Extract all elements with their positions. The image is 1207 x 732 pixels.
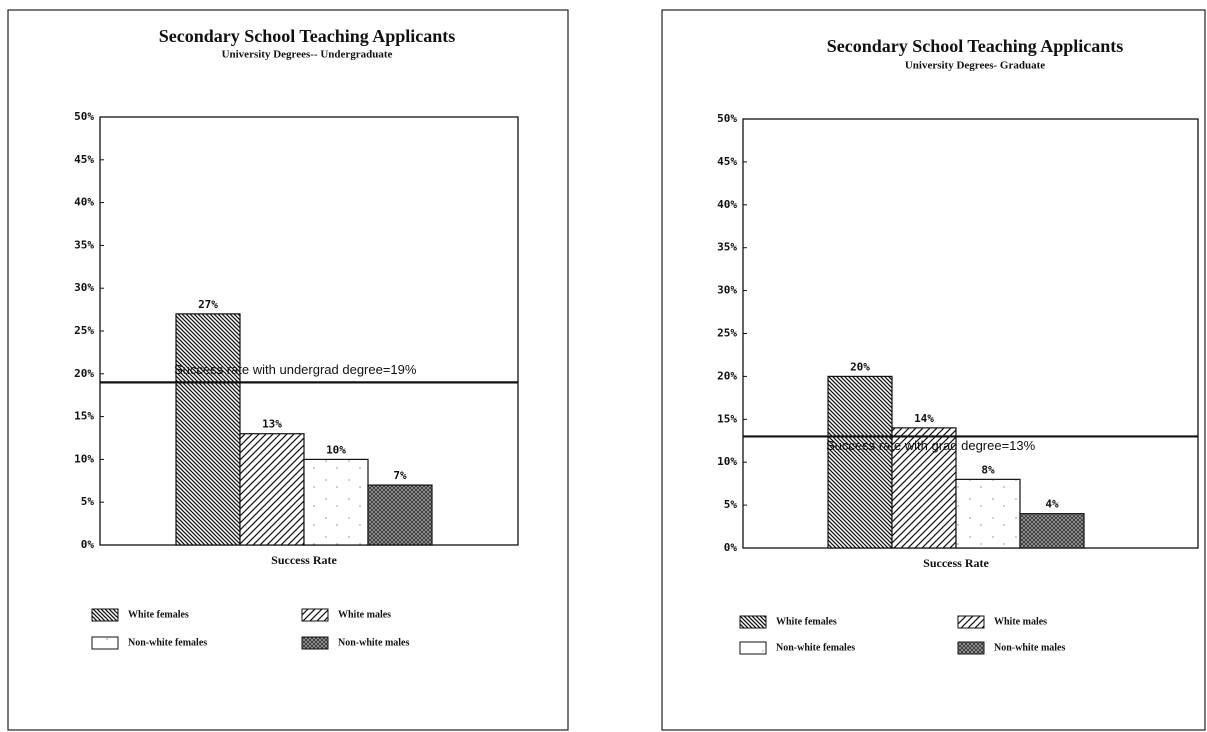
legend-swatch bbox=[957, 615, 985, 629]
legend-swatch bbox=[301, 636, 329, 650]
value-label: 4% bbox=[1045, 498, 1059, 511]
legend-swatch bbox=[91, 636, 119, 650]
legend-label: White females bbox=[776, 616, 837, 627]
panel-frame bbox=[7, 9, 569, 731]
chart-subtitle: University Degrees-- Undergraduate bbox=[222, 49, 393, 61]
y-tick-label: 10% bbox=[74, 452, 94, 465]
legend-swatch bbox=[739, 615, 767, 629]
legend-swatch bbox=[301, 608, 329, 622]
value-label: 13% bbox=[262, 418, 282, 431]
legend-swatch bbox=[739, 641, 767, 655]
y-tick-label: 5% bbox=[724, 498, 738, 511]
value-label: 7% bbox=[393, 469, 407, 482]
legend-label: White females bbox=[128, 609, 189, 620]
legend-label: Non-white females bbox=[776, 642, 855, 653]
panel-frame bbox=[661, 9, 1206, 731]
y-tick-label: 40% bbox=[717, 198, 737, 211]
y-tick-label: 50% bbox=[717, 112, 737, 125]
bar bbox=[955, 478, 1021, 549]
y-tick-label: 15% bbox=[74, 410, 94, 423]
y-tick-label: 45% bbox=[74, 153, 94, 166]
legend-label: Non-white females bbox=[128, 637, 207, 648]
x-tick-label: Success Rate bbox=[271, 553, 337, 567]
y-tick-label: 0% bbox=[81, 538, 95, 551]
bar bbox=[891, 427, 957, 549]
y-tick-label: 10% bbox=[717, 455, 737, 468]
legend-swatch bbox=[91, 608, 119, 622]
value-label: 8% bbox=[981, 463, 995, 476]
chart-subtitle: University Degrees- Graduate bbox=[905, 60, 1045, 72]
y-tick-label: 50% bbox=[74, 110, 94, 123]
bar bbox=[827, 375, 893, 549]
y-tick-label: 30% bbox=[74, 281, 94, 294]
y-tick-label: 25% bbox=[717, 327, 737, 340]
reference-label: Success rate with grad degree=13% bbox=[826, 438, 1036, 453]
y-tick-label: 30% bbox=[717, 284, 737, 297]
y-tick-label: 20% bbox=[74, 367, 94, 380]
bar bbox=[303, 458, 369, 546]
legend-label: White males bbox=[994, 616, 1047, 627]
value-label: 20% bbox=[850, 360, 870, 373]
legend-label: Non-white males bbox=[994, 642, 1065, 653]
chart-title: Secondary School Teaching Applicants bbox=[159, 26, 456, 46]
reference-label: Success rate with undergrad degree=19% bbox=[174, 362, 417, 377]
y-tick-label: 35% bbox=[74, 238, 94, 251]
legend-label: Non-white males bbox=[338, 637, 409, 648]
y-tick-label: 35% bbox=[717, 241, 737, 254]
y-tick-label: 20% bbox=[717, 369, 737, 382]
y-tick-label: 25% bbox=[74, 324, 94, 337]
bar bbox=[1019, 513, 1085, 549]
y-tick-label: 5% bbox=[81, 495, 95, 508]
bar bbox=[175, 313, 241, 546]
bar bbox=[367, 484, 433, 546]
y-tick-label: 40% bbox=[74, 196, 94, 209]
chart-title: Secondary School Teaching Applicants bbox=[827, 36, 1124, 56]
value-label: 10% bbox=[326, 443, 346, 456]
value-label: 14% bbox=[914, 412, 934, 425]
x-tick-label: Success Rate bbox=[923, 556, 989, 570]
y-tick-label: 0% bbox=[724, 541, 738, 554]
value-label: 27% bbox=[198, 298, 218, 311]
y-tick-label: 45% bbox=[717, 155, 737, 168]
legend-label: White males bbox=[338, 609, 391, 620]
bar bbox=[239, 433, 305, 546]
y-tick-label: 15% bbox=[717, 412, 737, 425]
legend-swatch bbox=[957, 641, 985, 655]
